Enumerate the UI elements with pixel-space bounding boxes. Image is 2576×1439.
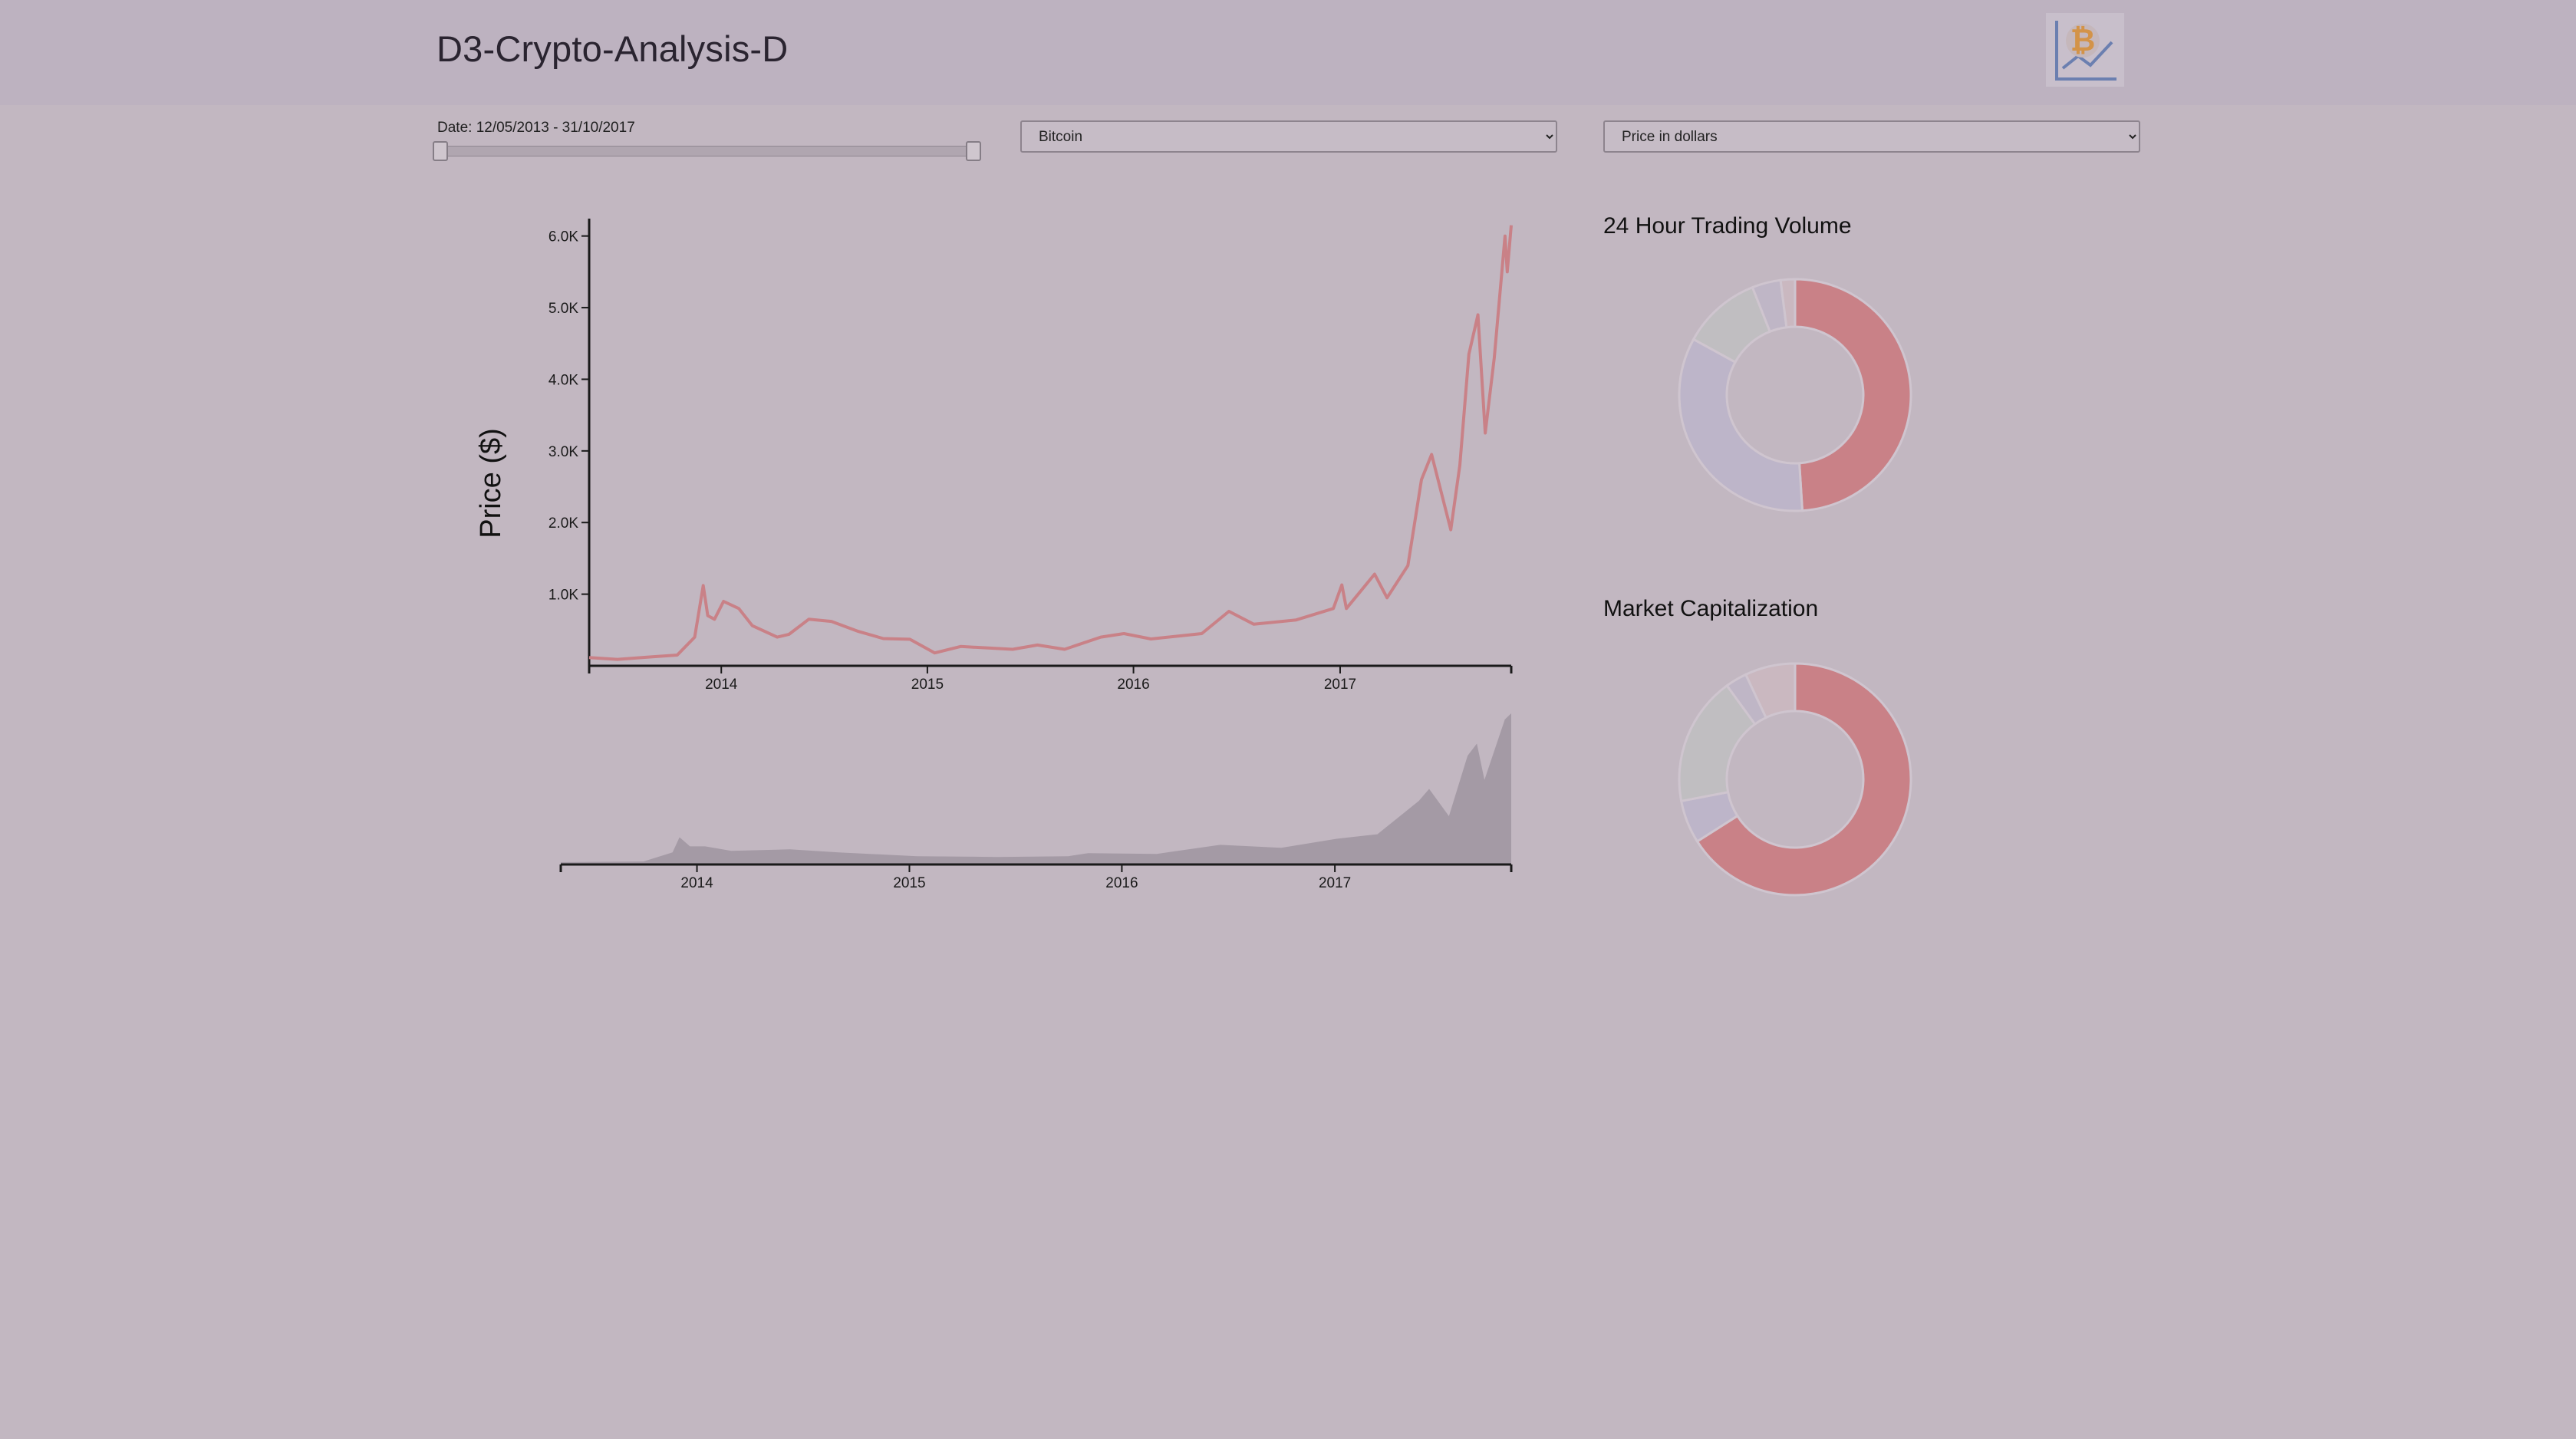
market-cap-donut-title: Market Capitalization <box>1603 596 1819 621</box>
donut-slice <box>1678 338 1804 512</box>
svg-text:₿: ₿ <box>2070 24 2096 58</box>
slider-handle-end[interactable] <box>966 141 981 161</box>
app-title: D3-Crypto-Analysis-D <box>436 28 789 69</box>
price-chart: Price ($) 1.0K 2.0K 3.0K 4.0K 5.0K 6.0K 2014 20… <box>475 219 1513 693</box>
donut-slice <box>1744 662 1797 720</box>
volume-donut-title: 24 Hour Trading Volume <box>1603 213 1852 239</box>
volume-donut-chart <box>1678 278 1912 512</box>
date-range-label: Date: 12/05/2013 - 31/10/2017 <box>437 120 635 136</box>
volume-x-tick-label: 2015 <box>893 875 925 891</box>
volume-chart: 2014 2015 2016 2017 <box>559 713 1513 891</box>
donut-slice <box>1779 278 1797 329</box>
coin-select[interactable]: Bitcoin <box>1020 120 1557 153</box>
metric-select[interactable]: Price in dollars <box>1603 120 2140 153</box>
price-x-tick-label: 2014 <box>705 677 738 693</box>
price-x-tick-label: 2015 <box>911 677 944 693</box>
price-y-tick-label: 5.0K <box>548 301 578 317</box>
price-y-axis-label: Price ($) <box>475 428 507 538</box>
header-bar: D3-Crypto-Analysis-D ₿ <box>0 0 2576 105</box>
price-x-tick-label: 2017 <box>1324 677 1356 693</box>
donut-slice <box>1794 278 1912 512</box>
volume-x-tick-label: 2014 <box>680 875 713 891</box>
date-range-slider[interactable]: Date: 12/05/2013 - 31/10/2017 <box>431 117 983 163</box>
price-series-line <box>588 225 1513 661</box>
price-y-tick-label: 4.0K <box>548 372 578 388</box>
market-cap-donut-chart <box>1678 662 1912 897</box>
price-y-tick-label: 1.0K <box>548 588 578 604</box>
volume-area <box>561 713 1511 864</box>
donut-slice <box>1695 662 1912 897</box>
price-y-tick-label: 2.0K <box>548 515 578 532</box>
volume-x-tick-label: 2016 <box>1105 875 1138 891</box>
price-x-tick-label: 2016 <box>1117 677 1149 693</box>
slider-handle-start[interactable] <box>433 141 448 161</box>
price-y-tick-label: 6.0K <box>548 229 578 245</box>
volume-x-tick-label: 2017 <box>1319 875 1351 891</box>
bitcoin-chart-logo-icon: ₿ <box>2046 13 2124 87</box>
price-y-tick-label: 3.0K <box>548 444 578 460</box>
